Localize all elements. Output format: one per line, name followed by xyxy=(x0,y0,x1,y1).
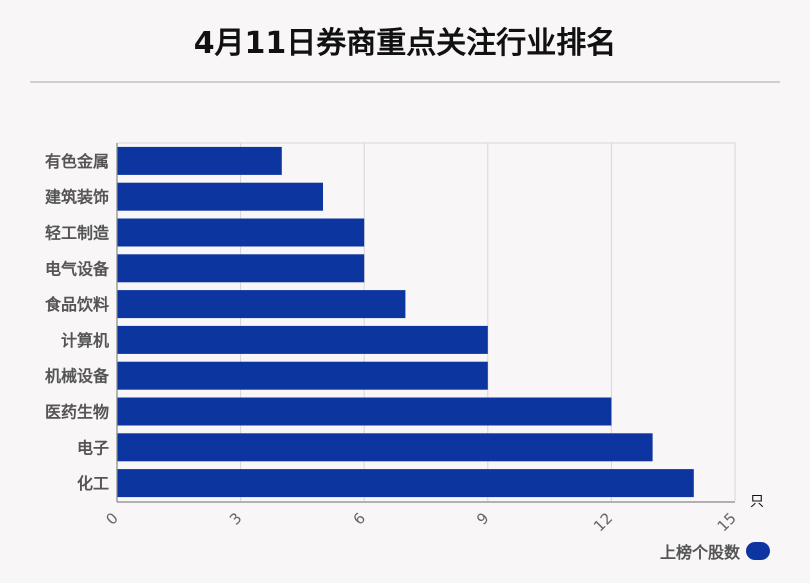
bar xyxy=(117,361,488,390)
category-label: 轻工制造 xyxy=(45,224,110,243)
x-tick-label: 6 xyxy=(350,509,369,528)
category-label: 化工 xyxy=(77,474,109,493)
title-divider xyxy=(30,81,780,83)
category-label: 机械设备 xyxy=(45,367,110,386)
category-label: 电气设备 xyxy=(45,259,110,278)
x-unit-label: 只 xyxy=(750,494,764,510)
x-tick-label: 15 xyxy=(714,509,740,535)
bar xyxy=(117,290,406,319)
x-tick-label: 12 xyxy=(590,509,616,535)
category-label: 计算机 xyxy=(61,331,109,350)
legend: 上榜个股数 xyxy=(660,539,770,563)
bar xyxy=(117,218,365,247)
bar xyxy=(117,254,365,283)
category-label: 食品饮料 xyxy=(44,295,109,314)
category-label: 有色金属 xyxy=(45,152,109,171)
x-tick-label: 0 xyxy=(102,509,121,528)
chart-title: 4月11日券商重点关注行业排名 xyxy=(193,26,617,61)
bar xyxy=(117,397,612,426)
axes xyxy=(116,143,735,503)
x-tick-label: 3 xyxy=(226,509,245,528)
bar xyxy=(117,182,323,211)
category-label: 电子 xyxy=(77,438,109,457)
bar xyxy=(117,146,282,175)
category-label: 医药生物 xyxy=(45,403,109,422)
legend-label: 上榜个股数 xyxy=(659,543,740,562)
x-tick-labels: 0 3 6 9 12 15 只 xyxy=(102,494,764,535)
x-tick-label: 9 xyxy=(473,509,492,528)
bars xyxy=(117,146,694,498)
bar xyxy=(117,469,694,498)
legend-swatch xyxy=(746,542,770,560)
category-label: 建筑装饰 xyxy=(45,188,109,207)
bar xyxy=(117,325,488,354)
bar xyxy=(117,433,653,462)
